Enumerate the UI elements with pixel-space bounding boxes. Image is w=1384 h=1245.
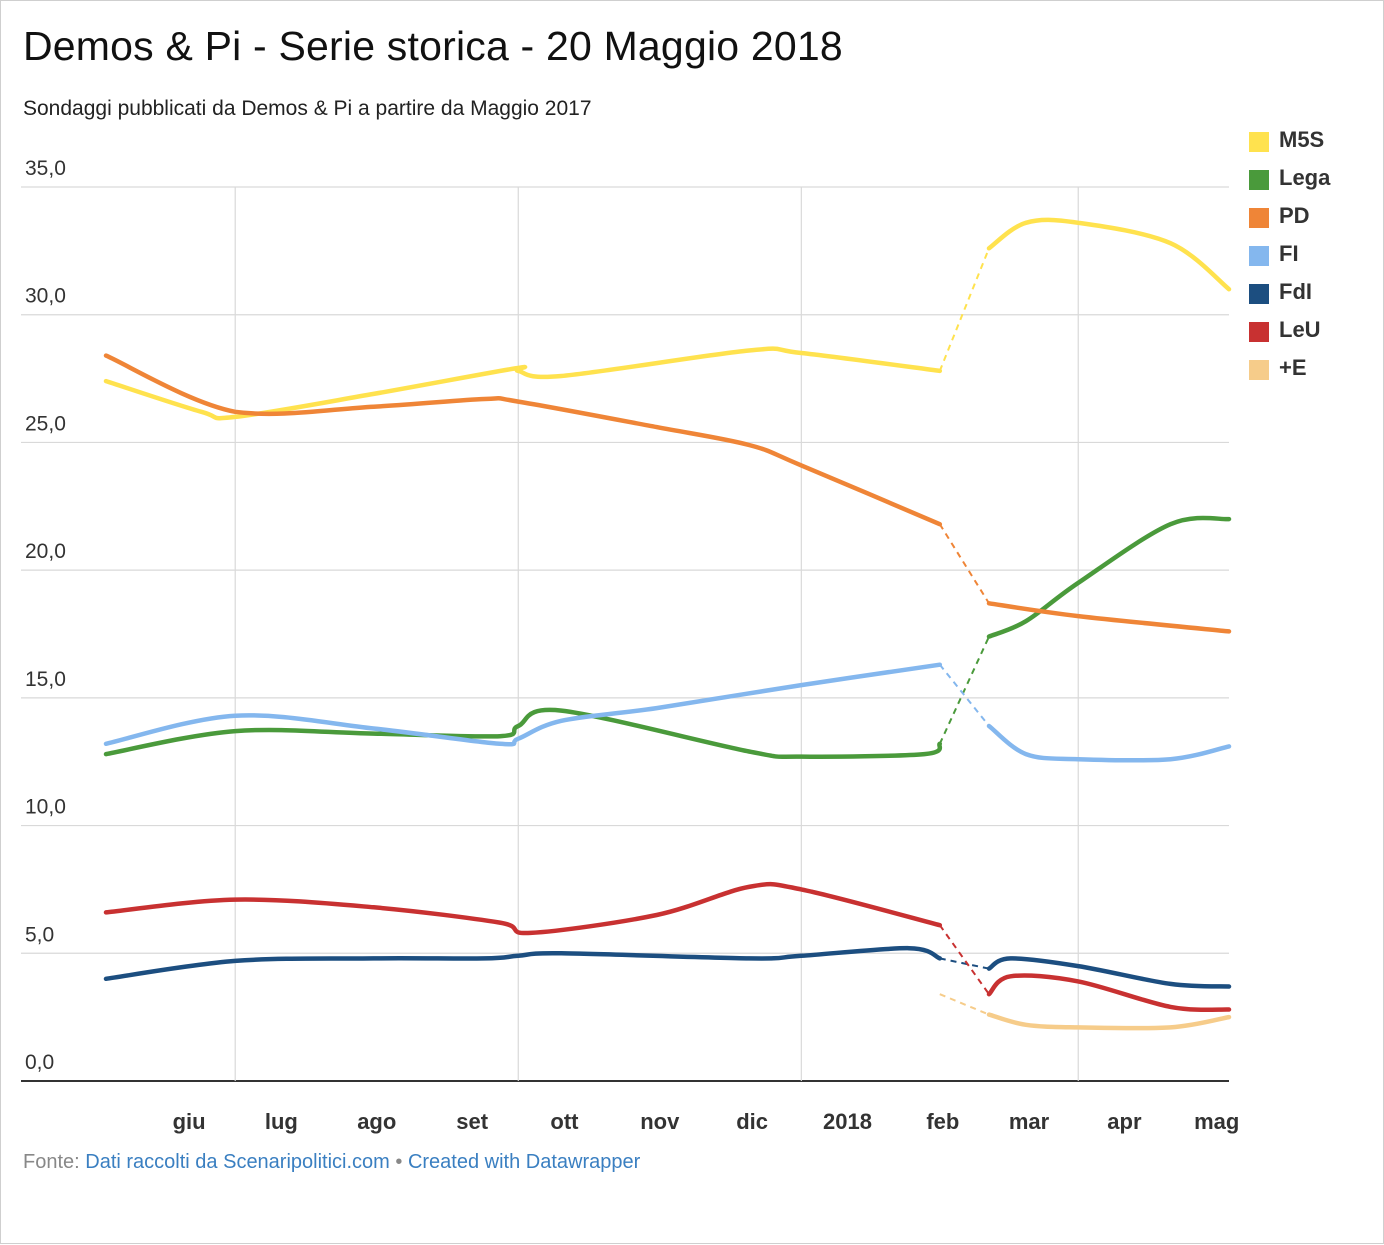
legend-swatch xyxy=(1249,322,1269,342)
legend-label: +E xyxy=(1279,355,1307,380)
series-gap-m5s xyxy=(938,247,990,372)
x-tick-label: apr xyxy=(1107,1109,1142,1134)
series-line-fdi xyxy=(103,945,943,982)
series-gap-e xyxy=(939,993,990,1016)
series-line-fdi-post xyxy=(986,956,1232,989)
legend-swatch xyxy=(1249,360,1269,380)
series-gap-pd xyxy=(938,523,990,604)
series-line-e-post xyxy=(986,1012,1232,1031)
legend-swatch xyxy=(1249,284,1269,304)
datawrapper-link[interactable]: Created with Datawrapper xyxy=(407,1151,641,1173)
x-tick-label: giu xyxy=(173,1109,206,1134)
series-gap-fi xyxy=(939,664,990,727)
y-tick-label: 10,0 xyxy=(25,796,66,819)
legend-swatch xyxy=(1249,208,1269,228)
series-line-m5s-post xyxy=(986,217,1232,292)
series-line-leu xyxy=(103,881,943,936)
y-tick-label: 5,0 xyxy=(25,923,54,946)
series-line-m5s xyxy=(103,346,943,421)
x-tick-label: mar xyxy=(1009,1109,1050,1134)
legend-label: Lega xyxy=(1279,165,1331,190)
x-tick-label: feb xyxy=(926,1109,959,1134)
series-line-pd-post xyxy=(986,601,1232,634)
series-line-fi xyxy=(103,662,943,747)
legend-swatch xyxy=(1249,170,1269,190)
legend-label: LeU xyxy=(1279,317,1321,342)
chart-title: Demos & Pi - Serie storica - 20 Maggio 2… xyxy=(23,23,843,69)
footer-prefix: Fonte: xyxy=(23,1151,86,1173)
chart-subtitle: Sondaggi pubblicati da Demos & Pi a part… xyxy=(23,97,592,120)
series-gap-fdi xyxy=(939,957,990,970)
x-tick-label: ago xyxy=(357,1109,396,1134)
footer: Fonte: Dati raccolti da Scenaripolitici.… xyxy=(23,1151,640,1174)
series-line-fi-post xyxy=(986,723,1232,763)
x-tick-label: lug xyxy=(265,1109,298,1134)
x-tick-label: nov xyxy=(640,1109,680,1134)
y-tick-label: 15,0 xyxy=(25,668,66,691)
x-tick-label: dic xyxy=(736,1109,768,1134)
series-gap-lega xyxy=(938,636,990,745)
y-tick-label: 30,0 xyxy=(25,285,66,308)
y-tick-label: 0,0 xyxy=(25,1051,54,1074)
series-line-lega xyxy=(103,707,943,760)
y-tick-label: 35,0 xyxy=(25,157,66,180)
legend-label: FdI xyxy=(1279,279,1312,304)
x-tick-label: mag xyxy=(1194,1109,1239,1134)
x-tick-label: 2018 xyxy=(823,1109,872,1134)
series-gap-leu xyxy=(938,924,990,995)
series-line-lega-post xyxy=(986,515,1232,639)
y-tick-label: 25,0 xyxy=(25,412,66,435)
y-tick-label: 20,0 xyxy=(25,540,66,563)
legend-swatch xyxy=(1249,132,1269,152)
legend-swatch xyxy=(1249,246,1269,266)
x-tick-label: ott xyxy=(550,1109,579,1134)
legend-label: M5S xyxy=(1279,127,1325,152)
source-link[interactable]: Dati raccolti da Scenaripolitici.com xyxy=(85,1151,390,1173)
series-line-leu-post xyxy=(986,973,1232,1013)
legend-label: PD xyxy=(1279,203,1310,228)
legend-label: FI xyxy=(1279,241,1299,266)
footer-separator: • xyxy=(389,1151,408,1173)
x-tick-label: set xyxy=(456,1109,488,1134)
series-line-pd xyxy=(103,353,943,527)
